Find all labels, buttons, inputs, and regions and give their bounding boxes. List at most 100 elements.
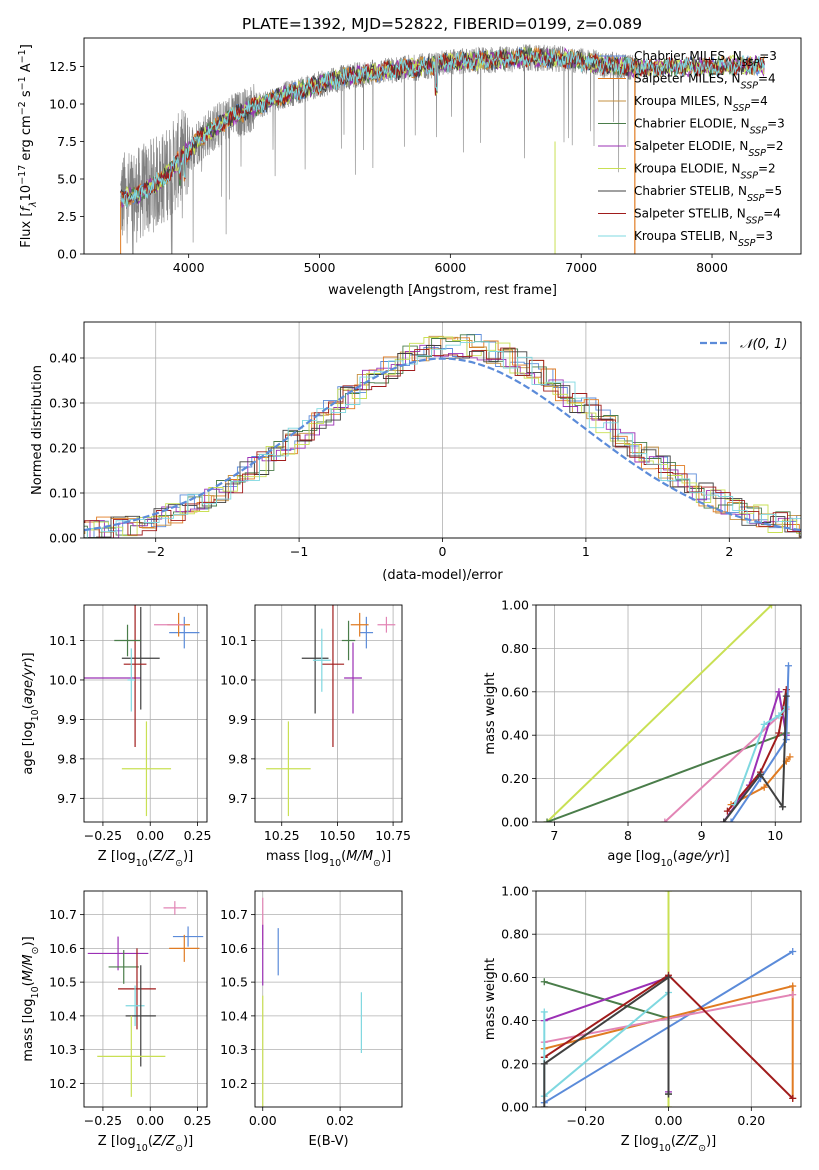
series-marker: [789, 982, 797, 990]
y-tick-label: 9.8: [57, 751, 77, 766]
axes-frame: [83, 604, 208, 823]
axes-frame: [83, 890, 208, 1108]
y-tick-label: 0.80: [501, 927, 529, 942]
y-tick-label: 0.40: [501, 1013, 529, 1028]
x-tick-label: 10.75: [375, 828, 411, 843]
y-tick-label: 10.6: [49, 941, 77, 956]
y-tick-label: 10.1: [49, 633, 77, 648]
errorbar-point: [350, 612, 369, 637]
y-axis-label: mass weight: [483, 958, 498, 1040]
errorbar-point: [127, 648, 136, 712]
series-marker: [665, 1090, 672, 1098]
x-axis-label: Z [log10(Z/Z⊙)]: [98, 1134, 193, 1154]
errorbar-point: [266, 721, 311, 817]
y-tick-label: 10.1: [220, 633, 248, 648]
y-tick-label: 10.2: [49, 1076, 77, 1091]
x-tick-label: 0.02: [326, 1113, 354, 1128]
legend-entry: Salpeter ELODIE, NSSP=2: [598, 139, 784, 159]
series-marker: [782, 692, 790, 700]
plot-area-massweight-vs-Z: [540, 891, 797, 1107]
gaussian-curve: [84, 357, 801, 532]
series-marker: [775, 729, 783, 737]
x-axis-label: wavelength [Angstrom, rest frame]: [328, 283, 557, 298]
axes-age-vs-mass: 10.25 10.50 10.75 9.7 9.8 9.9 10.0 10.1 mass [lo…: [220, 604, 411, 869]
legend-label: Salpeter ELODIE, NSSP=2: [634, 139, 784, 159]
x-tick-label: 0.00: [136, 828, 164, 843]
axes-frame: [535, 604, 802, 823]
x-tick-label: 0.20: [737, 1113, 765, 1128]
errorbar-point: [125, 985, 145, 1026]
y-tick-label: 10.6: [220, 941, 248, 956]
model-spectrum: [120, 49, 765, 203]
x-tick-label: 8: [624, 828, 632, 843]
axes-frame: [254, 890, 403, 1108]
series-marker: [775, 712, 783, 720]
legend-label: Chabrier ELODIE, NSSP=3: [634, 117, 785, 137]
errorbar-point: [97, 1015, 166, 1097]
series-line: [543, 975, 670, 1107]
legend-entry: Salpeter MILES, NSSP=4: [598, 72, 776, 92]
x-tick-label: 9: [698, 828, 706, 843]
legend-residuals: 𝒩(0, 1): [700, 337, 787, 352]
x-tick-label: 7000: [565, 260, 597, 275]
x-tick-label: −1: [290, 544, 308, 559]
y-tick-label: 0.00: [501, 815, 529, 830]
series-marker: [665, 891, 672, 895]
errorbar-point: [125, 965, 156, 1067]
series-marker: [786, 753, 794, 761]
y-tick-label: 0.40: [49, 351, 77, 366]
series-marker: [540, 1008, 548, 1016]
series-line: [726, 689, 788, 812]
axes-mass-vs-Z: −0.25 0.00 0.25 10.2 10.3 10.4 10.5 10.6 10.7 Z […: [21, 890, 211, 1154]
errorbar-point: [114, 624, 141, 657]
x-axis-label: age [log10(age/yr)]: [607, 849, 729, 869]
series-marker: [540, 978, 548, 986]
errorbar-point: [321, 605, 345, 748]
y-tick-label: 10.5: [220, 975, 248, 990]
x-tick-label: 0: [439, 544, 447, 559]
series-line: [546, 605, 773, 822]
series-marker: [727, 818, 735, 822]
x-tick-label: −0.25: [84, 1113, 122, 1128]
x-tick-label: 0.00: [249, 1113, 277, 1128]
errorbar-point: [121, 606, 160, 710]
y-tick-label: 0.00: [49, 531, 77, 546]
y-tick-label: 9.9: [228, 712, 248, 727]
y-axis-label: Normed distribution: [30, 365, 45, 495]
series-marker: [760, 783, 768, 791]
legend-label: Kroupa MILES, NSSP=4: [634, 94, 768, 114]
y-axis-label: age [log10(age/yr)]: [21, 652, 41, 774]
y-tick-label: 10.3: [220, 1042, 248, 1057]
series-marker: [779, 803, 787, 811]
series-marker: [665, 1103, 672, 1107]
series-line: [730, 665, 790, 822]
errorbar-point: [123, 605, 147, 748]
legend-entry: Salpeter STELIB, NSSP=4: [598, 207, 781, 226]
y-axis-label: mass weight: [483, 672, 498, 754]
series-line: [664, 708, 787, 822]
series-line: [546, 732, 787, 822]
legend-label: Salpeter MILES, NSSP=4: [634, 72, 776, 92]
x-tick-label: −0.25: [84, 828, 122, 843]
y-tick-label: 0.20: [501, 771, 529, 786]
series-marker: [540, 1103, 548, 1107]
series-line: [733, 706, 788, 805]
axes-massweight-vs-Z: −0.20 0.00 0.20 0.00 0.20 0.40 0.60 0.80 1.00 Z […: [483, 884, 802, 1154]
errorbar-point: [341, 620, 356, 661]
errorbar-point: [121, 721, 172, 817]
series-marker: [757, 770, 765, 778]
errorbar-point: [359, 616, 374, 649]
x-tick-label: 7: [550, 828, 558, 843]
x-tick-label: 10: [767, 828, 783, 843]
y-tick-label: 12.5: [49, 59, 77, 74]
x-tick-label: 0.00: [655, 1113, 683, 1128]
plot-area-mass-vs-Z: [87, 901, 204, 1097]
residual-histogram: [84, 344, 801, 538]
residual-histogram: [84, 345, 801, 538]
residual-histogram: [84, 347, 801, 538]
mass-weight-series: [720, 692, 790, 822]
y-tick-label: 7.5: [57, 134, 77, 149]
mass-weight-series: [661, 705, 790, 822]
y-tick-label: 0.20: [49, 441, 77, 456]
